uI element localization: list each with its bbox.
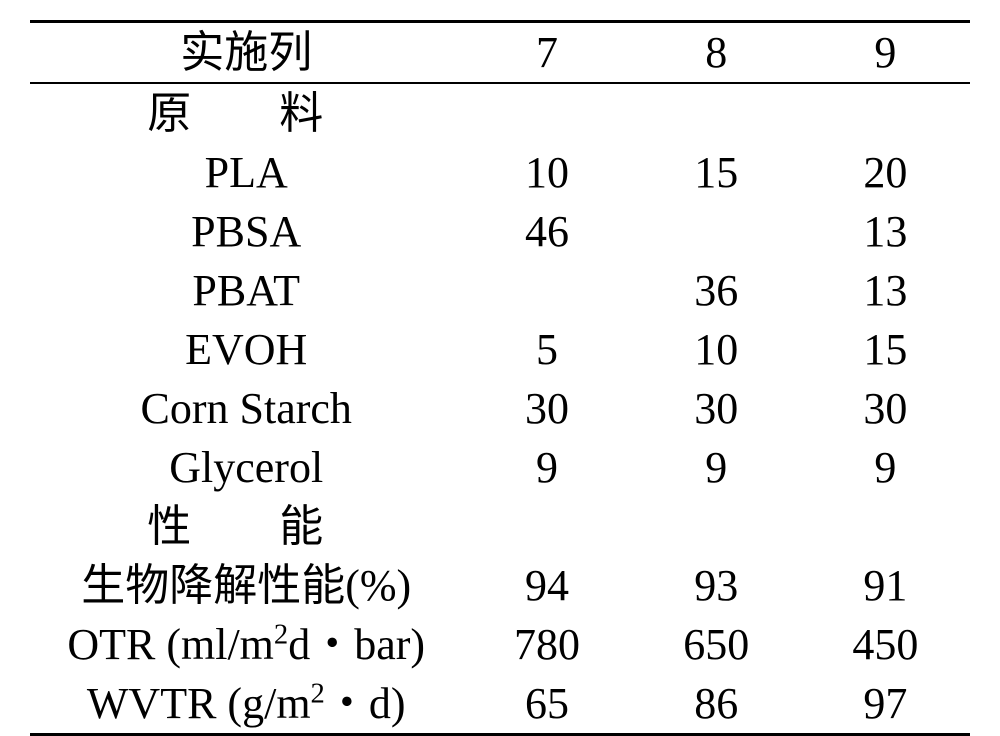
row-label: PBSA [30,202,462,261]
header-label: 实施列 [30,22,462,84]
cell: 10 [462,143,631,202]
section-row-raw: 原 料 [30,83,970,143]
table-row: PBSA 46 13 [30,202,970,261]
table-row: 生物降解性能(%) 94 93 91 [30,556,970,615]
cell: 9 [632,438,801,497]
label-sup: 2 [311,678,325,709]
label-part: OTR (ml/m [67,620,274,669]
header-col: 7 [462,22,631,84]
table-row: WVTR (g/m2・d) 65 86 97 [30,674,970,735]
table-row: EVOH 5 10 15 [30,320,970,379]
cell: 86 [632,674,801,735]
cell: 13 [801,202,970,261]
row-label: PBAT [30,261,462,320]
table-row: Glycerol 9 9 9 [30,438,970,497]
table-container: 实施列 7 8 9 原 料 PLA 10 15 20 PBSA 46 13 PB… [0,0,1000,730]
cell: 46 [462,202,631,261]
cell: 15 [632,143,801,202]
label-part: d・bar) [288,620,425,669]
cell: 93 [632,556,801,615]
cell: 650 [632,615,801,674]
table-row: PBAT 36 13 [30,261,970,320]
cell: 9 [462,438,631,497]
cell: 15 [801,320,970,379]
table-row: PLA 10 15 20 [30,143,970,202]
cell: 780 [462,615,631,674]
row-label: WVTR (g/m2・d) [30,674,462,735]
label-part: ・d) [325,679,406,728]
row-label: OTR (ml/m2d・bar) [30,615,462,674]
section-title: 原 料 [30,83,462,143]
cell: 36 [632,261,801,320]
data-table: 实施列 7 8 9 原 料 PLA 10 15 20 PBSA 46 13 PB… [30,20,970,736]
row-label: EVOH [30,320,462,379]
cell: 91 [801,556,970,615]
cell: 94 [462,556,631,615]
cell: 450 [801,615,970,674]
cell: 30 [632,379,801,438]
cell: 5 [462,320,631,379]
cell [632,202,801,261]
section-title: 性 能 [30,497,462,556]
row-label: Glycerol [30,438,462,497]
label-part: WVTR (g/m [87,679,311,728]
cell: 20 [801,143,970,202]
cell: 65 [462,674,631,735]
table-header-row: 实施列 7 8 9 [30,22,970,84]
row-label: PLA [30,143,462,202]
header-col: 9 [801,22,970,84]
cell: 9 [801,438,970,497]
cell: 97 [801,674,970,735]
cell: 30 [801,379,970,438]
cell [462,261,631,320]
cell: 13 [801,261,970,320]
cell: 10 [632,320,801,379]
row-label: Corn Starch [30,379,462,438]
label-sup: 2 [274,619,288,650]
cell: 30 [462,379,631,438]
table-row: OTR (ml/m2d・bar) 780 650 450 [30,615,970,674]
section-row-perf: 性 能 [30,497,970,556]
row-label: 生物降解性能(%) [30,556,462,615]
table-row: Corn Starch 30 30 30 [30,379,970,438]
header-col: 8 [632,22,801,84]
